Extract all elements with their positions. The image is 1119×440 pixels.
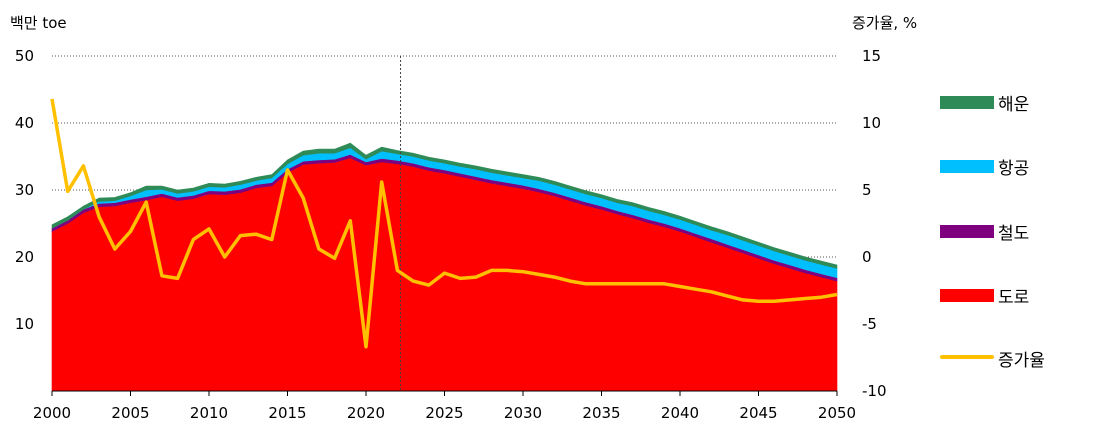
right-y-tick-label: -10	[862, 382, 887, 400]
legend-label-shipping: 해운	[998, 95, 1030, 115]
legend-swatch-aviation	[940, 160, 994, 173]
legend-item-road: 도로	[940, 281, 1110, 311]
legend-swatch-road	[940, 289, 994, 302]
right-y-tick-label: 15	[862, 47, 881, 65]
growth-rate-line-layer	[50, 98, 838, 349]
growth-rate-line	[50, 98, 838, 349]
x-tick-label: 2005	[111, 404, 149, 422]
x-tick-label: 2025	[425, 404, 463, 422]
left-y-tick-label: 40	[15, 114, 34, 132]
legend-line-growth-rate	[940, 355, 994, 359]
left-axis-title: 백만 toe	[10, 14, 67, 32]
left-y-tick-label: 50	[15, 47, 34, 65]
right-axis-title: 증가율, %	[852, 14, 918, 32]
stacked-areas	[51, 142, 838, 392]
x-tick-label: 2020	[347, 404, 385, 422]
x-tick-label: 2010	[190, 404, 228, 422]
x-tick-label: 2035	[582, 404, 620, 422]
legend-item-aviation: 항공	[940, 152, 1110, 182]
legend-label-aviation: 항공	[998, 159, 1030, 179]
legend-item-growth-rate: 증가율	[940, 344, 1110, 374]
x-tick-label: 2015	[268, 404, 306, 422]
right-y-tick-label: -5	[862, 315, 877, 333]
left-y-tick-label: 10	[15, 315, 34, 333]
area-해운	[51, 142, 838, 269]
legend-label-growth-rate: 증가율	[998, 351, 1045, 371]
right-y-tick-label: 10	[862, 114, 881, 132]
x-tick-label: 2030	[504, 404, 542, 422]
right-y-tick-label: 0	[862, 248, 872, 266]
x-tick-label: 2000	[33, 404, 71, 422]
left-y-tick-label: 30	[15, 181, 34, 199]
legend-swatch-rail	[940, 225, 994, 238]
legend-item-rail: 철도	[940, 217, 1110, 247]
legend-label-rail: 철도	[998, 224, 1030, 244]
x-tick-label: 2045	[739, 404, 777, 422]
legend-label-road: 도로	[998, 288, 1030, 308]
legend-item-shipping: 해운	[940, 88, 1110, 118]
left-y-tick-label: 20	[15, 248, 34, 266]
legend-swatch-shipping	[940, 96, 994, 109]
x-tick-label: 2050	[818, 404, 856, 422]
axes: 2000 2005 2010 2015 2020 2025 2030 2035 2040 2045…	[15, 47, 887, 422]
x-tick-label: 2040	[661, 404, 699, 422]
right-y-tick-label: 5	[862, 181, 872, 199]
